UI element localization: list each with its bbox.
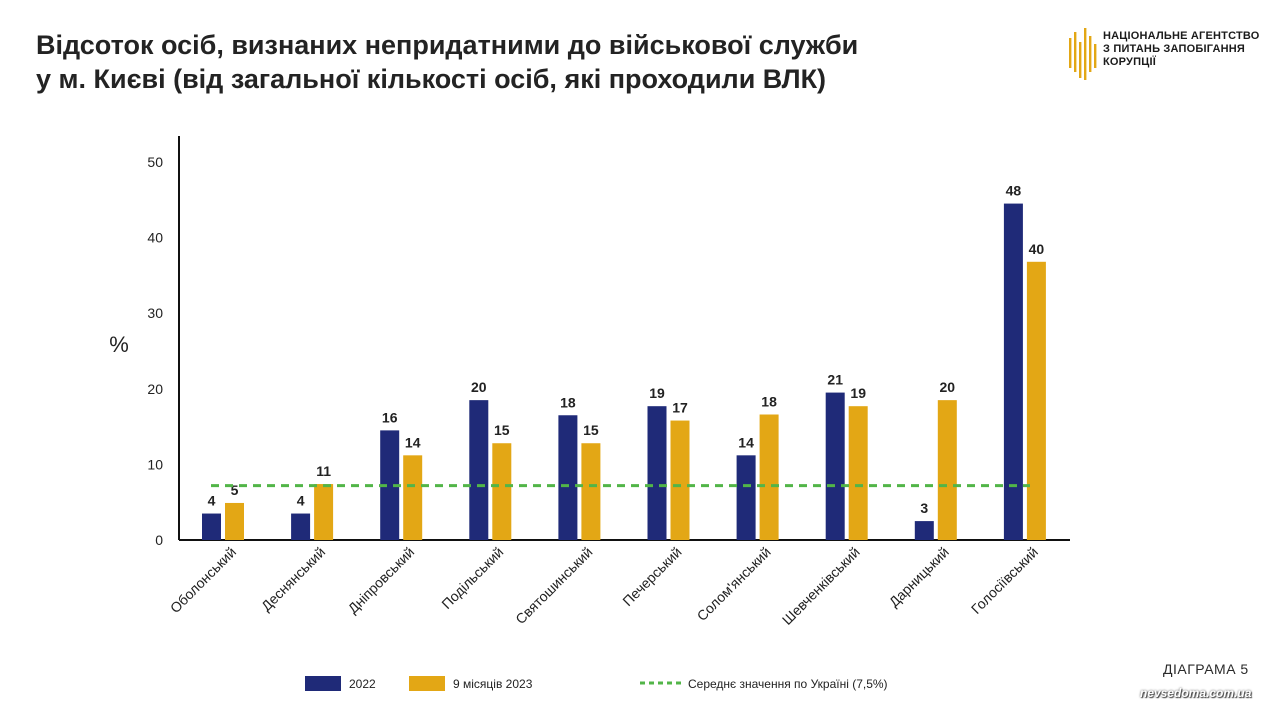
bar-2023-2 xyxy=(314,484,334,540)
y-tick-label: 40 xyxy=(147,230,163,246)
legend-label-average: Середнє значення по Україні (7,5%) xyxy=(688,677,888,691)
bar-2023-1 xyxy=(225,502,244,540)
legend-swatch-2023 xyxy=(409,676,445,691)
data-label: 4 xyxy=(208,493,216,509)
title-line-1: Відсоток осіб, визнаних непридатними до … xyxy=(36,30,859,60)
data-label: 20 xyxy=(471,379,487,395)
y-tick-label: 20 xyxy=(147,381,163,397)
data-label: 20 xyxy=(940,379,956,395)
y-tick-label: 30 xyxy=(147,305,163,321)
bar-2022-8 xyxy=(825,392,845,540)
x-tick-label: Дарницький xyxy=(886,544,952,610)
bar-2022-7 xyxy=(736,455,756,540)
bar-2022-5 xyxy=(558,415,578,540)
data-label: 3 xyxy=(920,500,928,516)
data-label: 17 xyxy=(672,400,688,416)
data-label: 19 xyxy=(649,385,665,401)
x-tick-label: Голосіївський xyxy=(968,544,1041,617)
data-label: 5 xyxy=(231,482,239,498)
data-label: 14 xyxy=(738,434,754,450)
bar-2023-5 xyxy=(581,443,601,540)
logo-line-2: З ПИТАНЬ ЗАПОБІГАННЯ xyxy=(1103,43,1246,55)
data-label: 15 xyxy=(583,422,599,438)
data-label: 18 xyxy=(761,394,777,410)
page-title: Відсоток осіб, визнаних непридатними до … xyxy=(36,28,996,96)
data-label: 40 xyxy=(1029,241,1045,257)
bar-2023-3 xyxy=(403,455,423,540)
watermark: nevsedoma.com.ua xyxy=(1140,686,1252,700)
diagram-label: ДІАГРАМА 5 xyxy=(1163,661,1249,677)
y-tick-label: 50 xyxy=(147,154,163,170)
x-tick-label: Деснянський xyxy=(258,544,328,614)
data-label: 4 xyxy=(297,493,305,509)
bar-2023-9 xyxy=(937,400,957,540)
y-tick-label: 10 xyxy=(147,456,163,472)
data-label: 48 xyxy=(1006,183,1022,199)
bar-2023-6 xyxy=(670,420,690,540)
bar-2022-1 xyxy=(202,513,221,540)
bar-2022-4 xyxy=(469,400,489,540)
y-axis-label: % xyxy=(109,332,129,357)
bar-2022-3 xyxy=(380,430,400,540)
nazk-logo: НАЦІОНАЛЬНЕ АГЕНТСТВО З ПИТАНЬ ЗАПОБІГАН… xyxy=(1066,28,1259,84)
nazk-emblem-icon xyxy=(1069,28,1097,80)
x-tick-label: Подільський xyxy=(438,544,506,612)
bar-2023-10 xyxy=(1026,261,1046,540)
data-label: 16 xyxy=(382,409,398,425)
data-label: 19 xyxy=(850,385,866,401)
data-label: 11 xyxy=(316,463,331,479)
legend-swatch-2022 xyxy=(305,676,341,691)
x-tick-label: Шевченківський xyxy=(779,544,863,628)
bar-2022-10 xyxy=(1003,203,1023,540)
bar-2022-9 xyxy=(914,521,934,540)
legend-label-2022: 2022 xyxy=(349,677,376,691)
y-tick-label: 0 xyxy=(155,532,163,548)
logo-line-3: КОРУПЦІЇ xyxy=(1103,56,1156,68)
x-tick-label: Печерський xyxy=(619,544,684,609)
title-line-2: у м. Києві (від загальної кількості осіб… xyxy=(36,64,827,94)
x-tick-label: Дніпровський xyxy=(345,544,418,617)
bar-2022-6 xyxy=(647,406,667,540)
data-label: 15 xyxy=(494,422,510,438)
data-label: 21 xyxy=(827,372,843,388)
bar-2023-7 xyxy=(759,414,779,540)
legend-label-2023: 9 місяців 2023 xyxy=(453,677,533,691)
data-label: 18 xyxy=(560,394,576,410)
logo-text: НАЦІОНАЛЬНЕ АГЕНТСТВО З ПИТАНЬ ЗАПОБІГАН… xyxy=(1103,30,1262,69)
bar-2023-8 xyxy=(848,406,868,540)
x-tick-label: Оболонський xyxy=(167,544,239,616)
bar-2022-2 xyxy=(291,513,311,540)
data-label: 14 xyxy=(405,434,421,450)
bar-2023-4 xyxy=(492,443,512,540)
logo-line-1: НАЦІОНАЛЬНЕ АГЕНТСТВО xyxy=(1103,30,1260,42)
x-tick-label: Святошинський xyxy=(512,544,595,627)
x-tick-label: Солом'янський xyxy=(694,544,774,624)
